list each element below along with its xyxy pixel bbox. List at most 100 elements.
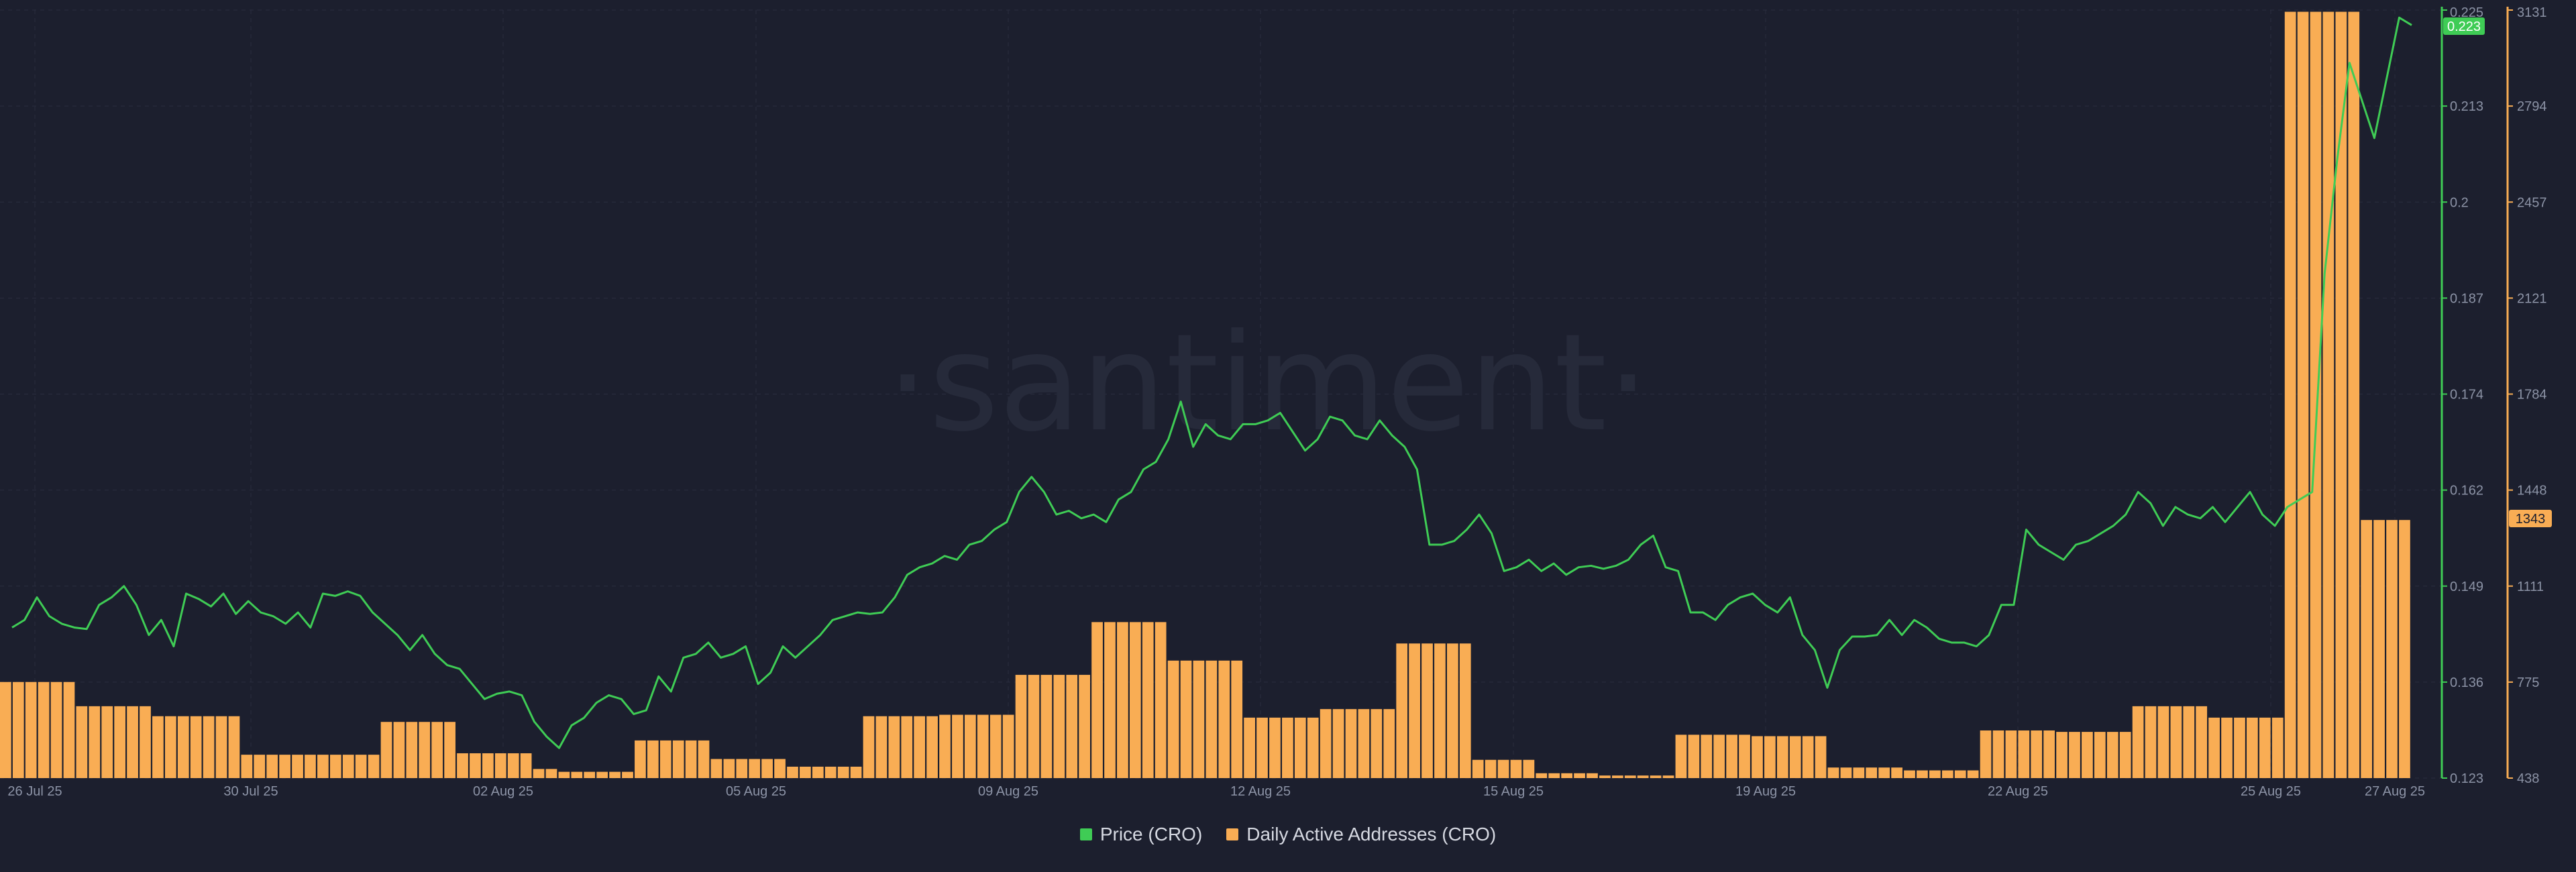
addresses-bar [2043, 730, 2055, 778]
addresses-bar [127, 706, 138, 778]
addresses-bar [533, 769, 545, 778]
legend-item-addresses[interactable]: Daily Active Addresses (CRO) [1226, 824, 1496, 845]
price-tick-label: 0.123 [2450, 771, 2483, 786]
addresses-bar [2170, 706, 2182, 778]
addresses-tick-label: 438 [2517, 771, 2539, 786]
addresses-bar [164, 716, 176, 778]
addresses-bar [241, 755, 253, 778]
addresses-bar [2335, 11, 2347, 778]
addresses-bar [1789, 736, 1801, 778]
addresses-swatch [1226, 828, 1239, 840]
addresses-bar [368, 755, 380, 778]
price-tick-label: 0.187 [2450, 291, 2483, 306]
addresses-bar [545, 769, 557, 778]
addresses-bar [1548, 773, 1560, 778]
addresses-bar [254, 755, 266, 778]
addresses-bar [2386, 520, 2398, 778]
addresses-bar [1992, 730, 2004, 778]
addresses-bar [1980, 730, 1992, 778]
addresses-bar [1104, 622, 1116, 778]
addresses-bar [609, 771, 621, 778]
addresses-bar [1383, 709, 1395, 778]
addresses-bar [1040, 675, 1053, 778]
addresses-bar [2119, 732, 2131, 778]
addresses-bar [1155, 622, 1167, 778]
addresses-bar [266, 755, 278, 778]
date-tick-label: 05 Aug 25 [726, 784, 786, 799]
addresses-bar [1599, 775, 1611, 778]
addresses-bar [1650, 775, 1662, 778]
addresses-bar [888, 716, 900, 778]
addresses-bar [647, 740, 659, 778]
price-tick-label: 0.174 [2450, 388, 2483, 402]
addresses-bar [431, 722, 443, 778]
date-tick-label: 09 Aug 25 [978, 784, 1038, 799]
addresses-bar [2157, 706, 2169, 778]
addresses-bar [1662, 775, 1674, 778]
addresses-bar [926, 716, 938, 778]
legend-price-label: Price (CRO) [1099, 824, 1203, 844]
addresses-bar [1587, 773, 1598, 778]
current-addresses-badge: 1343 [2509, 510, 2552, 527]
addresses-bar [2271, 717, 2284, 778]
addresses-bar [292, 755, 303, 778]
addresses-bar [177, 716, 189, 778]
price-tick-label: 0.162 [2450, 484, 2483, 498]
addresses-bar [2208, 717, 2220, 778]
addresses-bar [2018, 730, 2030, 778]
addresses-bar [1840, 767, 1852, 778]
addresses-bar [1256, 717, 1268, 778]
date-tick-label: 26 Jul 25 [7, 784, 62, 799]
addresses-bar [596, 771, 608, 778]
date-tick-label: 27 Aug 25 [2365, 784, 2425, 799]
addresses-bar [635, 740, 646, 778]
addresses-bar [1066, 675, 1078, 778]
addresses-bar [1726, 734, 1737, 778]
addresses-bar [1447, 643, 1458, 778]
addresses-bar [380, 722, 392, 778]
date-tick-label: 22 Aug 25 [1988, 784, 2048, 799]
price-tick-label: 0.225 [2450, 5, 2483, 20]
addresses-bar [419, 722, 431, 778]
addresses-bar [875, 716, 888, 778]
addresses-bar [2322, 11, 2334, 778]
addresses-bar [1866, 767, 1878, 778]
addresses-bar [1231, 660, 1243, 778]
addresses-bar [800, 766, 811, 778]
addresses-bar [824, 766, 837, 778]
addresses-bar [1396, 643, 1408, 778]
addresses-bar [1129, 622, 1141, 778]
addresses-bar [584, 771, 596, 778]
addresses-bar [1701, 734, 1713, 778]
addresses-bar [1675, 734, 1687, 778]
addresses-bar [2284, 11, 2296, 778]
addresses-bar [989, 714, 1002, 778]
date-tick-label: 30 Jul 25 [223, 784, 278, 799]
addresses-bar [1941, 770, 1953, 778]
addresses-bar [1053, 675, 1065, 778]
addresses-bar [1142, 622, 1154, 778]
addresses-bar [305, 755, 316, 778]
addresses-bar [1485, 759, 1497, 778]
addresses-bar [1739, 734, 1750, 778]
addresses-bar [406, 722, 418, 778]
addresses-bar [1561, 773, 1573, 778]
addresses-bar [2031, 730, 2043, 778]
date-tick-label: 15 Aug 25 [1483, 784, 1544, 799]
addresses-bar [1371, 709, 1383, 778]
santiment-watermark: ·santiment· [886, 305, 1650, 461]
addresses-bars [0, 11, 2410, 778]
date-tick-label: 19 Aug 25 [1735, 784, 1796, 799]
legend-item-price[interactable]: Price (CRO) [1079, 824, 1203, 845]
price-tick-label: 0.136 [2450, 675, 2483, 690]
addresses-bar [1624, 775, 1636, 778]
addresses-bar [1802, 736, 1814, 778]
addresses-bar [952, 714, 963, 778]
addresses-bar [2247, 717, 2258, 778]
addresses-bar [1637, 775, 1649, 778]
addresses-bar [355, 755, 367, 778]
price-tick-label: 0.149 [2450, 580, 2483, 594]
addresses-bar [203, 716, 215, 778]
addresses-bar [2259, 717, 2271, 778]
